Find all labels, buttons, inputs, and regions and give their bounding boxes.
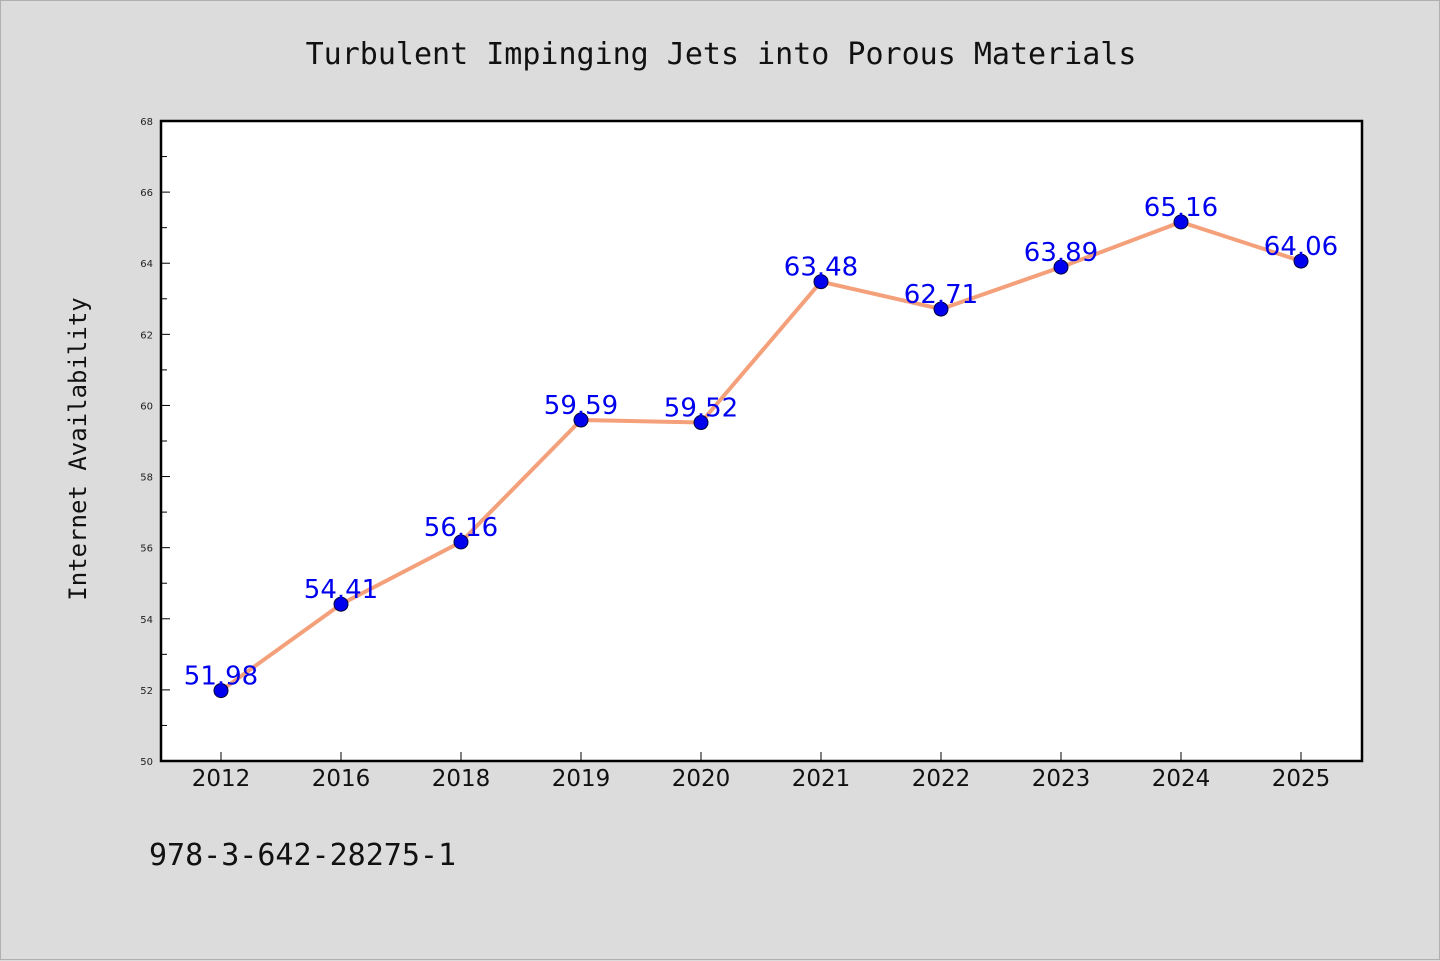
chart-title: Turbulent Impinging Jets into Porous Mat… xyxy=(306,37,1137,72)
data-labels-group: 51.98 54.41 56.16 59.59 59.52 63.48 62.71 63.89… xyxy=(184,193,1338,692)
y-tick-label: 64 xyxy=(140,259,153,270)
x-tick-label: 2016 xyxy=(312,766,371,792)
y-tick-label: 52 xyxy=(140,686,153,697)
y-tick-label: 62 xyxy=(140,330,153,341)
x-tick-label: 2025 xyxy=(1272,766,1331,792)
x-axis: 2012 2016 2018 2019 2020 2021 2022 2023 2024 2025 xyxy=(192,752,1331,792)
isbn-text: 978-3-642-28275-1 xyxy=(149,838,456,873)
data-label: 64.06 xyxy=(1264,232,1338,262)
data-label: 59.52 xyxy=(664,394,738,424)
data-point xyxy=(693,415,709,431)
x-tick-label: 2019 xyxy=(552,766,611,792)
data-point xyxy=(573,412,589,428)
x-tick-label: 2023 xyxy=(1032,766,1091,792)
y-tick-label: 56 xyxy=(140,544,153,555)
data-point xyxy=(813,274,829,290)
y-tick-label: 66 xyxy=(140,188,153,199)
data-label: 59.59 xyxy=(544,391,618,421)
series-line xyxy=(219,219,1302,693)
x-tick-label: 2024 xyxy=(1152,766,1211,792)
data-label: 62.71 xyxy=(904,280,978,310)
data-point xyxy=(933,301,949,317)
x-tick-label: 2021 xyxy=(792,766,851,792)
y-axis: 50 52 54 56 58 60 62 64 66 68 xyxy=(140,117,170,768)
series-line-group xyxy=(213,214,1309,699)
y-tick-label: 54 xyxy=(140,615,153,626)
data-point xyxy=(1053,259,1069,275)
data-point xyxy=(213,683,229,699)
y-tick-label: 50 xyxy=(140,757,153,768)
y-tick-label: 68 xyxy=(140,117,153,128)
data-label: 54.41 xyxy=(304,575,378,605)
y-axis-label: Internet Availability xyxy=(64,297,92,600)
data-label: 63.48 xyxy=(784,253,858,283)
y-tick-label: 60 xyxy=(140,401,153,412)
data-label: 65.16 xyxy=(1144,193,1218,223)
data-point xyxy=(1173,214,1189,230)
x-tick-label: 2022 xyxy=(912,766,971,792)
data-label: 63.89 xyxy=(1024,238,1098,268)
data-point xyxy=(453,534,469,550)
data-point xyxy=(333,596,349,612)
data-label: 51.98 xyxy=(184,662,258,692)
y-tick-label: 58 xyxy=(140,473,153,484)
data-point xyxy=(1293,253,1309,269)
x-tick-label: 2018 xyxy=(432,766,491,792)
data-label: 56.16 xyxy=(424,513,498,543)
x-tick-label: 2020 xyxy=(672,766,731,792)
x-tick-label: 2012 xyxy=(192,766,251,792)
